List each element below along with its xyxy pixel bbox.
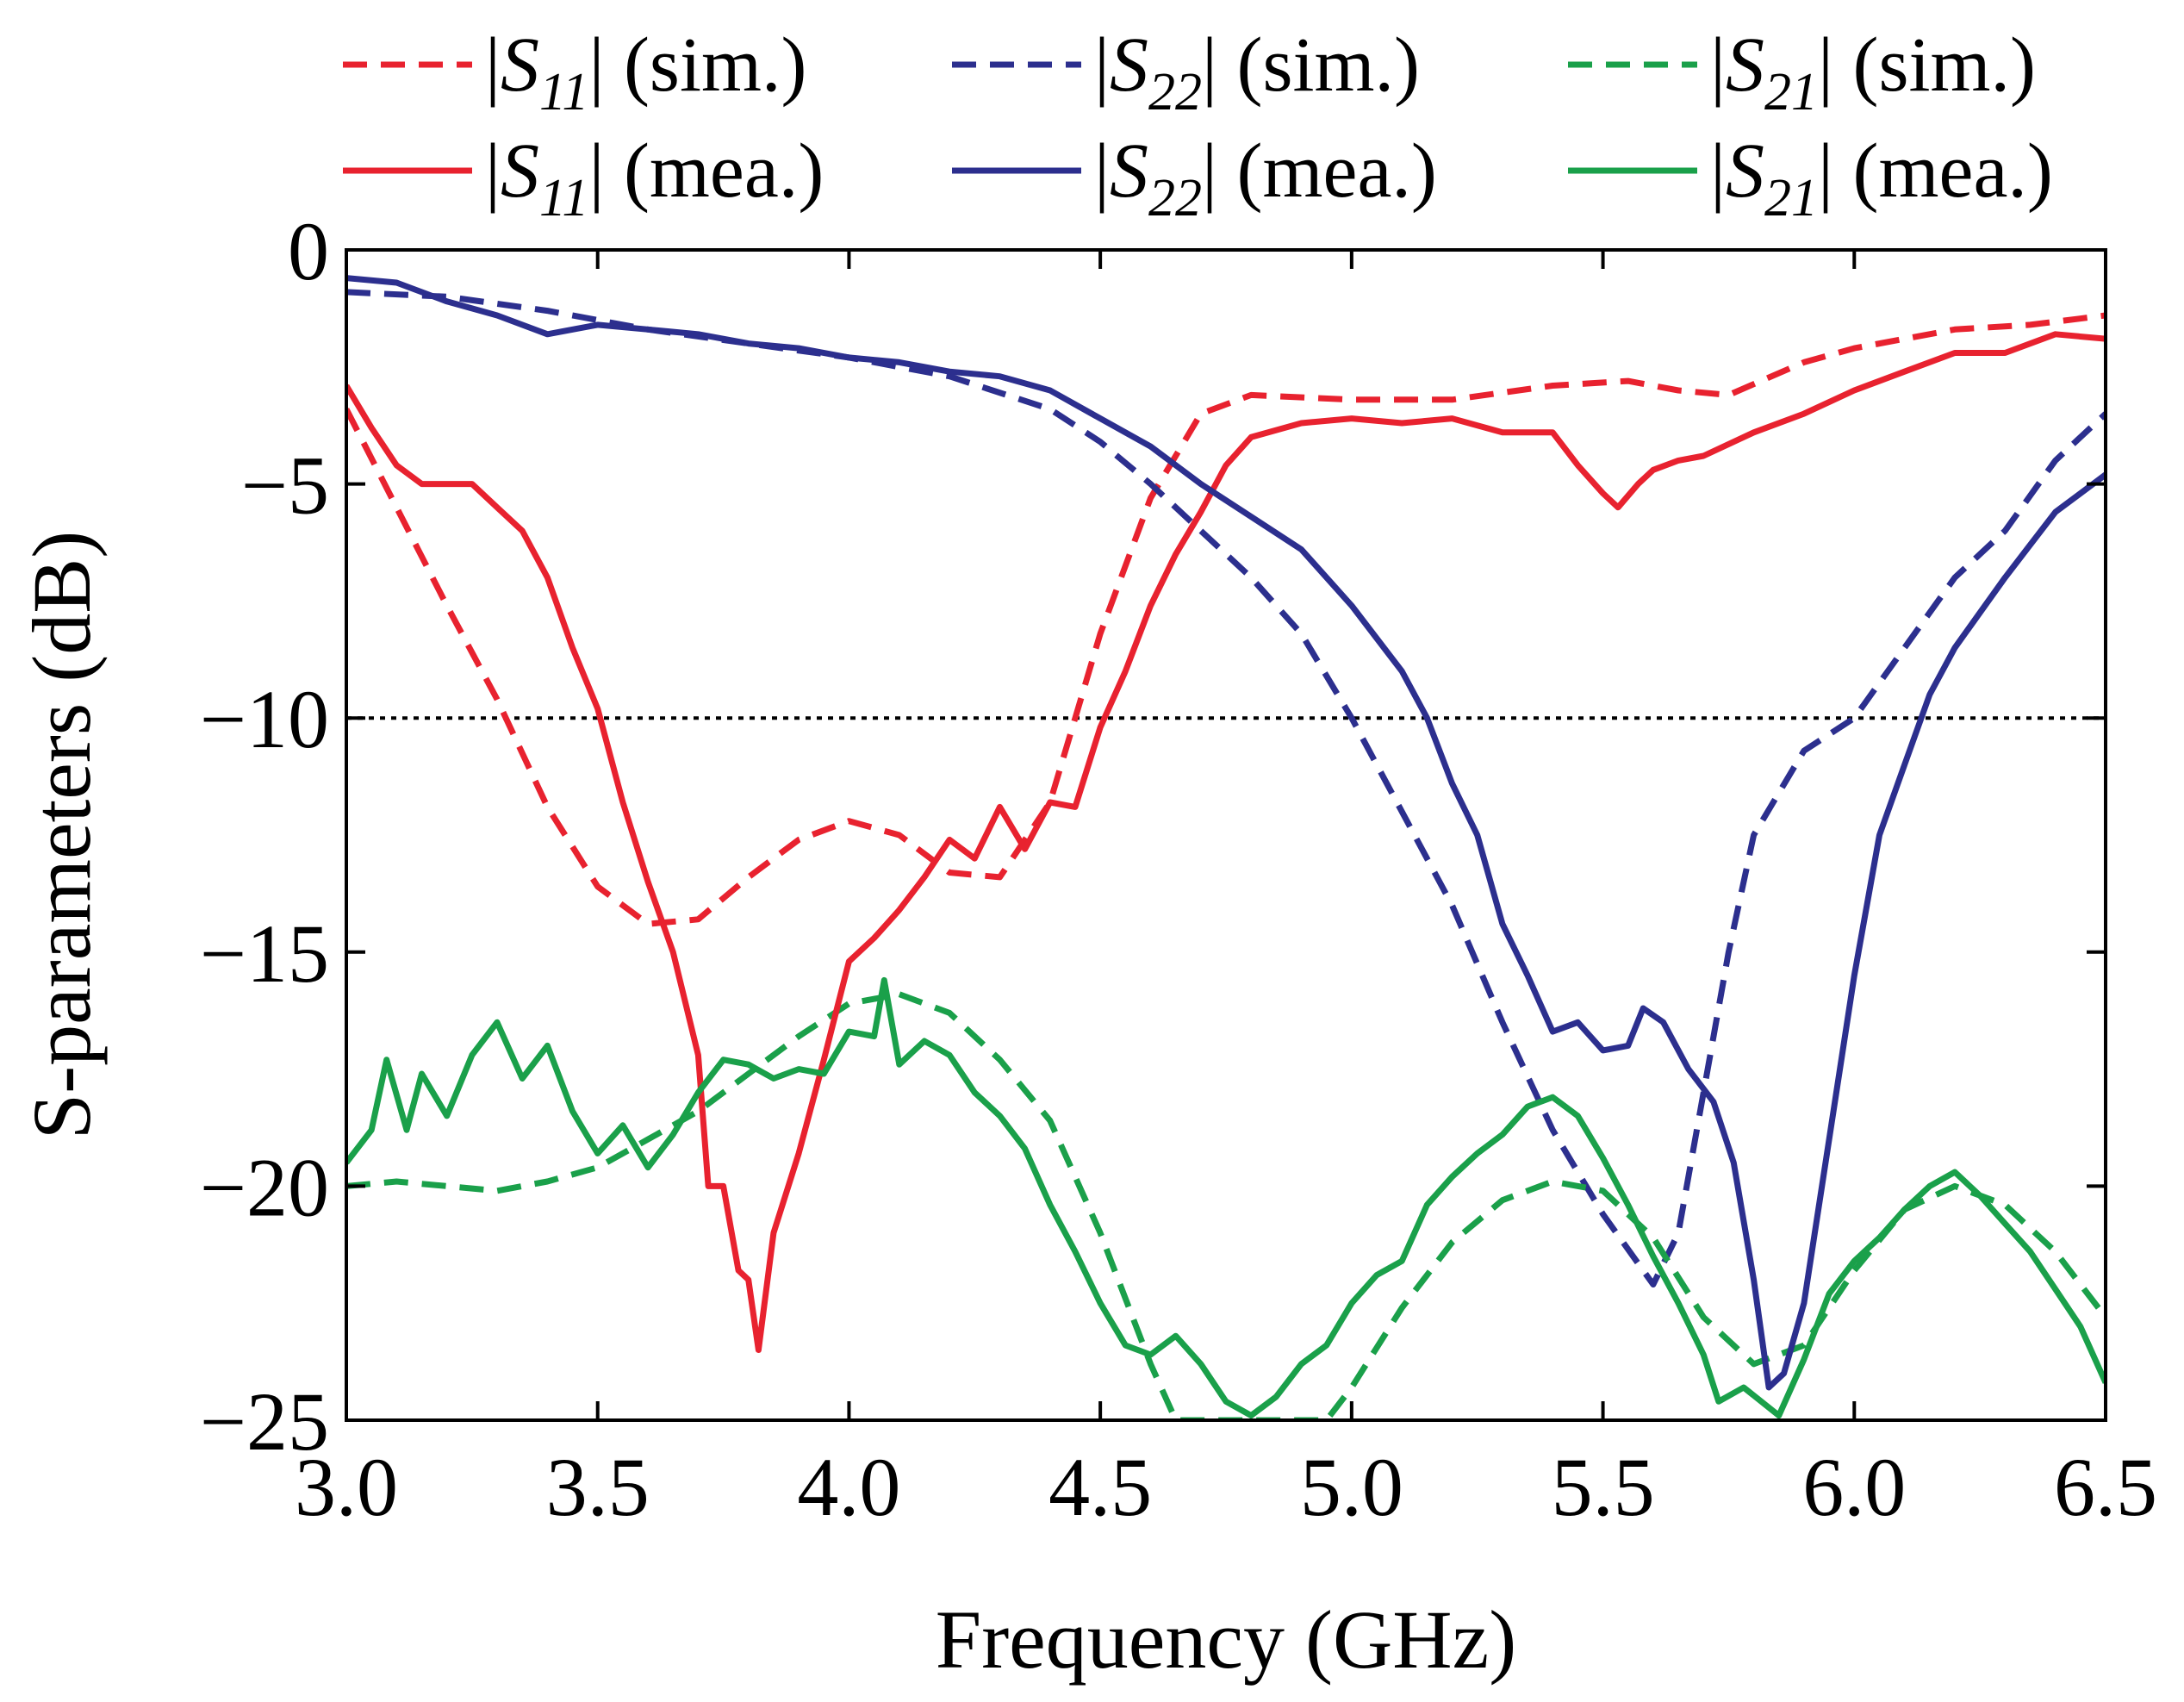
y-tick-label: −20 xyxy=(200,1141,329,1233)
x-axis-label: Frequency (GHz) xyxy=(936,1593,1516,1686)
x-tick-label: 4.0 xyxy=(797,1441,900,1533)
legend-label: |S21| (mea.) xyxy=(1710,128,2053,228)
axes: 3.0 3.5 4.0 4.5 5.0 5.5 6.0 6.5 0 −5 −10 −15 −20 −25 xyxy=(200,205,2157,1533)
plot-frame xyxy=(345,248,2107,1422)
legend: |S11| (sim.) |S22| (sim.) |S21| (sim.) |S11… xyxy=(343,22,2053,228)
y-tick-label: 0 xyxy=(288,205,329,297)
y-axis-label: S-parameters (dB) xyxy=(16,531,108,1139)
x-tick-label: 5.0 xyxy=(1300,1441,1403,1533)
x-tick-label: 6.5 xyxy=(2054,1441,2157,1533)
y-tick-label: −5 xyxy=(241,440,329,532)
series-line-s21-mea xyxy=(346,976,2106,1419)
legend-item: |S21| (mea.) xyxy=(1568,128,2053,228)
x-tick-label: 5.5 xyxy=(1552,1441,1655,1533)
x-tick-label: 3.0 xyxy=(295,1441,398,1533)
legend-item: |S11| (sim.) xyxy=(343,22,806,122)
legend-label: |S11| (mea.) xyxy=(485,128,824,228)
y-tick-label: −10 xyxy=(200,673,329,765)
x-tick-label: 4.5 xyxy=(1048,1441,1152,1533)
series-layer xyxy=(346,275,2106,1422)
legend-item: |S21| (sim.) xyxy=(1568,22,2036,122)
series-line-s11-sim xyxy=(346,312,2106,927)
series-line-s22-mea xyxy=(346,275,2106,1391)
legend-item: |S22| (mea.) xyxy=(952,128,1437,228)
legend-item: |S22| (sim.) xyxy=(952,22,1420,122)
legend-item: |S11| (mea.) xyxy=(343,128,824,228)
legend-label: |S22| (sim.) xyxy=(1094,22,1420,122)
y-tick-label: −25 xyxy=(200,1375,329,1468)
legend-label: |S22| (mea.) xyxy=(1094,128,1437,228)
y-tick-label: −15 xyxy=(200,907,329,1000)
x-tick-label: 3.5 xyxy=(546,1441,650,1533)
legend-label: |S11| (sim.) xyxy=(485,22,806,122)
legend-label: |S21| (sim.) xyxy=(1710,22,2036,122)
x-tick-label: 6.0 xyxy=(1802,1441,1906,1533)
series-line-s11-mea xyxy=(346,331,2106,1353)
